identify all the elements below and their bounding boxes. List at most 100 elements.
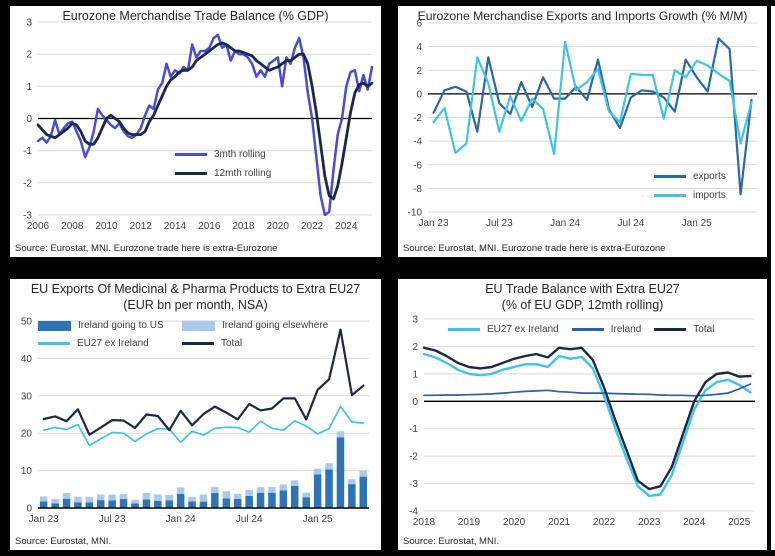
svg-text:2023: 2023: [638, 517, 661, 528]
panel-exports-imports-growth: Eurozone Merchandise Exports and Imports…: [398, 6, 767, 257]
source-note: Source: Eurostat, MNI.: [403, 536, 500, 547]
svg-text:2025: 2025: [728, 517, 751, 528]
svg-text:-1: -1: [409, 424, 418, 435]
svg-text:-6: -6: [413, 160, 422, 171]
svg-text:2: 2: [412, 342, 418, 353]
svg-text:-3: -3: [23, 211, 32, 222]
svg-text:50: 50: [21, 317, 33, 328]
svg-text:2018: 2018: [413, 517, 436, 528]
legend-item-12mth-rolling: 12mth rolling: [175, 168, 271, 179]
legend: EU27 ex Ireland Ireland Total: [448, 324, 714, 343]
chart-subtitle: (EUR bn per month, NSA): [123, 298, 268, 312]
legend-label: imports: [693, 190, 726, 201]
svg-text:4: 4: [416, 42, 422, 53]
legend-label: Total: [693, 324, 715, 335]
svg-text:-2: -2: [409, 452, 418, 463]
chart-title: EU Exports Of Medicinal & Pharma Product…: [30, 282, 361, 296]
svg-text:Jul 23: Jul 23: [486, 218, 513, 229]
svg-text:2022: 2022: [593, 517, 616, 528]
legend-label: Total: [221, 338, 243, 349]
chart-title: Eurozone Merchandise Exports and Imports…: [417, 9, 748, 23]
legend-swatch: [182, 341, 214, 346]
legend-item-ireland: Ireland: [571, 324, 642, 335]
legend-item-eu27-ex-ireland: EU27 ex Ireland: [38, 338, 182, 349]
svg-text:2012: 2012: [130, 221, 153, 232]
svg-text:Jan 25: Jan 25: [303, 514, 333, 525]
legend-swatch: [654, 327, 687, 332]
legend-swatch: [38, 320, 71, 331]
legend: Ireland going to US Ireland going elsewh…: [38, 320, 328, 355]
legend-item-ireland-us: Ireland going to US: [38, 320, 182, 331]
legend-swatch: [654, 174, 686, 179]
svg-text:-2: -2: [23, 178, 32, 189]
svg-text:-8: -8: [413, 184, 422, 195]
legend-item-total: Total: [654, 324, 714, 335]
svg-text:2016: 2016: [198, 221, 221, 232]
svg-text:2018: 2018: [232, 221, 255, 232]
svg-text:-3: -3: [409, 479, 418, 490]
svg-text:Jul 23: Jul 23: [99, 514, 126, 525]
svg-text:2006: 2006: [27, 221, 50, 232]
svg-text:-4: -4: [409, 507, 418, 518]
svg-text:1: 1: [412, 369, 418, 380]
legend-label: Ireland going elsewhere: [222, 320, 329, 331]
legend-item-eu27-ex-ireland: EU27 ex Ireland: [448, 324, 559, 335]
legend-item-total: Total: [182, 338, 328, 349]
panel-eurozone-trade-balance: Eurozone Merchandise Trade Balance (% GD…: [10, 6, 381, 257]
legend-label: EU27 ex Ireland: [487, 324, 559, 335]
legend-swatch: [38, 342, 70, 345]
svg-text:2008: 2008: [61, 221, 84, 232]
panel-edge-sliver: [771, 6, 775, 550]
chart-title: EU Trade Balance with Extra EU27: [485, 282, 680, 296]
svg-text:0: 0: [412, 397, 418, 408]
svg-text:2022: 2022: [301, 221, 324, 232]
svg-text:Jan 24: Jan 24: [550, 218, 580, 229]
legend-label: 3mth rolling: [214, 149, 266, 160]
svg-text:3: 3: [26, 18, 32, 29]
svg-text:Jan 23: Jan 23: [29, 514, 59, 525]
legend-item-imports: imports: [654, 190, 726, 201]
svg-text:0: 0: [26, 114, 32, 125]
svg-text:2020: 2020: [503, 517, 526, 528]
svg-text:2024: 2024: [335, 221, 358, 232]
svg-text:6: 6: [416, 19, 422, 30]
svg-text:-4: -4: [413, 137, 422, 148]
legend-label: Ireland: [610, 324, 642, 335]
svg-text:Jan 25: Jan 25: [682, 218, 712, 229]
svg-text:30: 30: [21, 391, 33, 402]
svg-text:2020: 2020: [267, 221, 290, 232]
svg-text:-1: -1: [23, 146, 32, 157]
svg-text:2: 2: [26, 50, 32, 61]
svg-text:Jan 23: Jan 23: [418, 218, 448, 229]
legend-item-exports: exports: [654, 171, 726, 182]
svg-text:-10: -10: [408, 208, 423, 219]
legend-label: EU27 ex Ireland: [77, 338, 149, 349]
legend-label: Ireland going to US: [78, 320, 164, 331]
svg-text:-2: -2: [413, 113, 422, 124]
legend-item-3mth-rolling: 3mth rolling: [175, 149, 271, 160]
chart-subtitle: (% of EU GDP, 12mth rolling): [501, 298, 664, 312]
svg-text:Jul 24: Jul 24: [236, 514, 263, 525]
panel-eu-trade-balance: EU Trade Balance with Extra EU27 (% of E…: [398, 279, 767, 550]
legend: 3mth rolling 12mth rolling: [175, 149, 271, 187]
legend-item-ireland-elsewhere: Ireland going elsewhere: [182, 320, 328, 331]
svg-text:0: 0: [26, 504, 32, 515]
svg-text:Jul 24: Jul 24: [618, 218, 645, 229]
legend-swatch: [175, 152, 207, 157]
legend: exports imports: [654, 171, 726, 209]
svg-text:0: 0: [416, 89, 422, 100]
svg-text:20: 20: [21, 429, 33, 440]
legend-swatch: [182, 320, 215, 331]
svg-text:2021: 2021: [548, 517, 571, 528]
chart-title: Eurozone Merchandise Trade Balance (% GD…: [62, 9, 329, 23]
panel-pharma-exports: EU Exports Of Medicinal & Pharma Product…: [10, 279, 381, 550]
legend-label: exports: [693, 171, 726, 182]
svg-text:2019: 2019: [458, 517, 481, 528]
svg-text:2010: 2010: [95, 221, 118, 232]
svg-text:1: 1: [26, 82, 32, 93]
svg-text:2014: 2014: [164, 221, 187, 232]
legend-label: 12mth rolling: [214, 168, 272, 179]
